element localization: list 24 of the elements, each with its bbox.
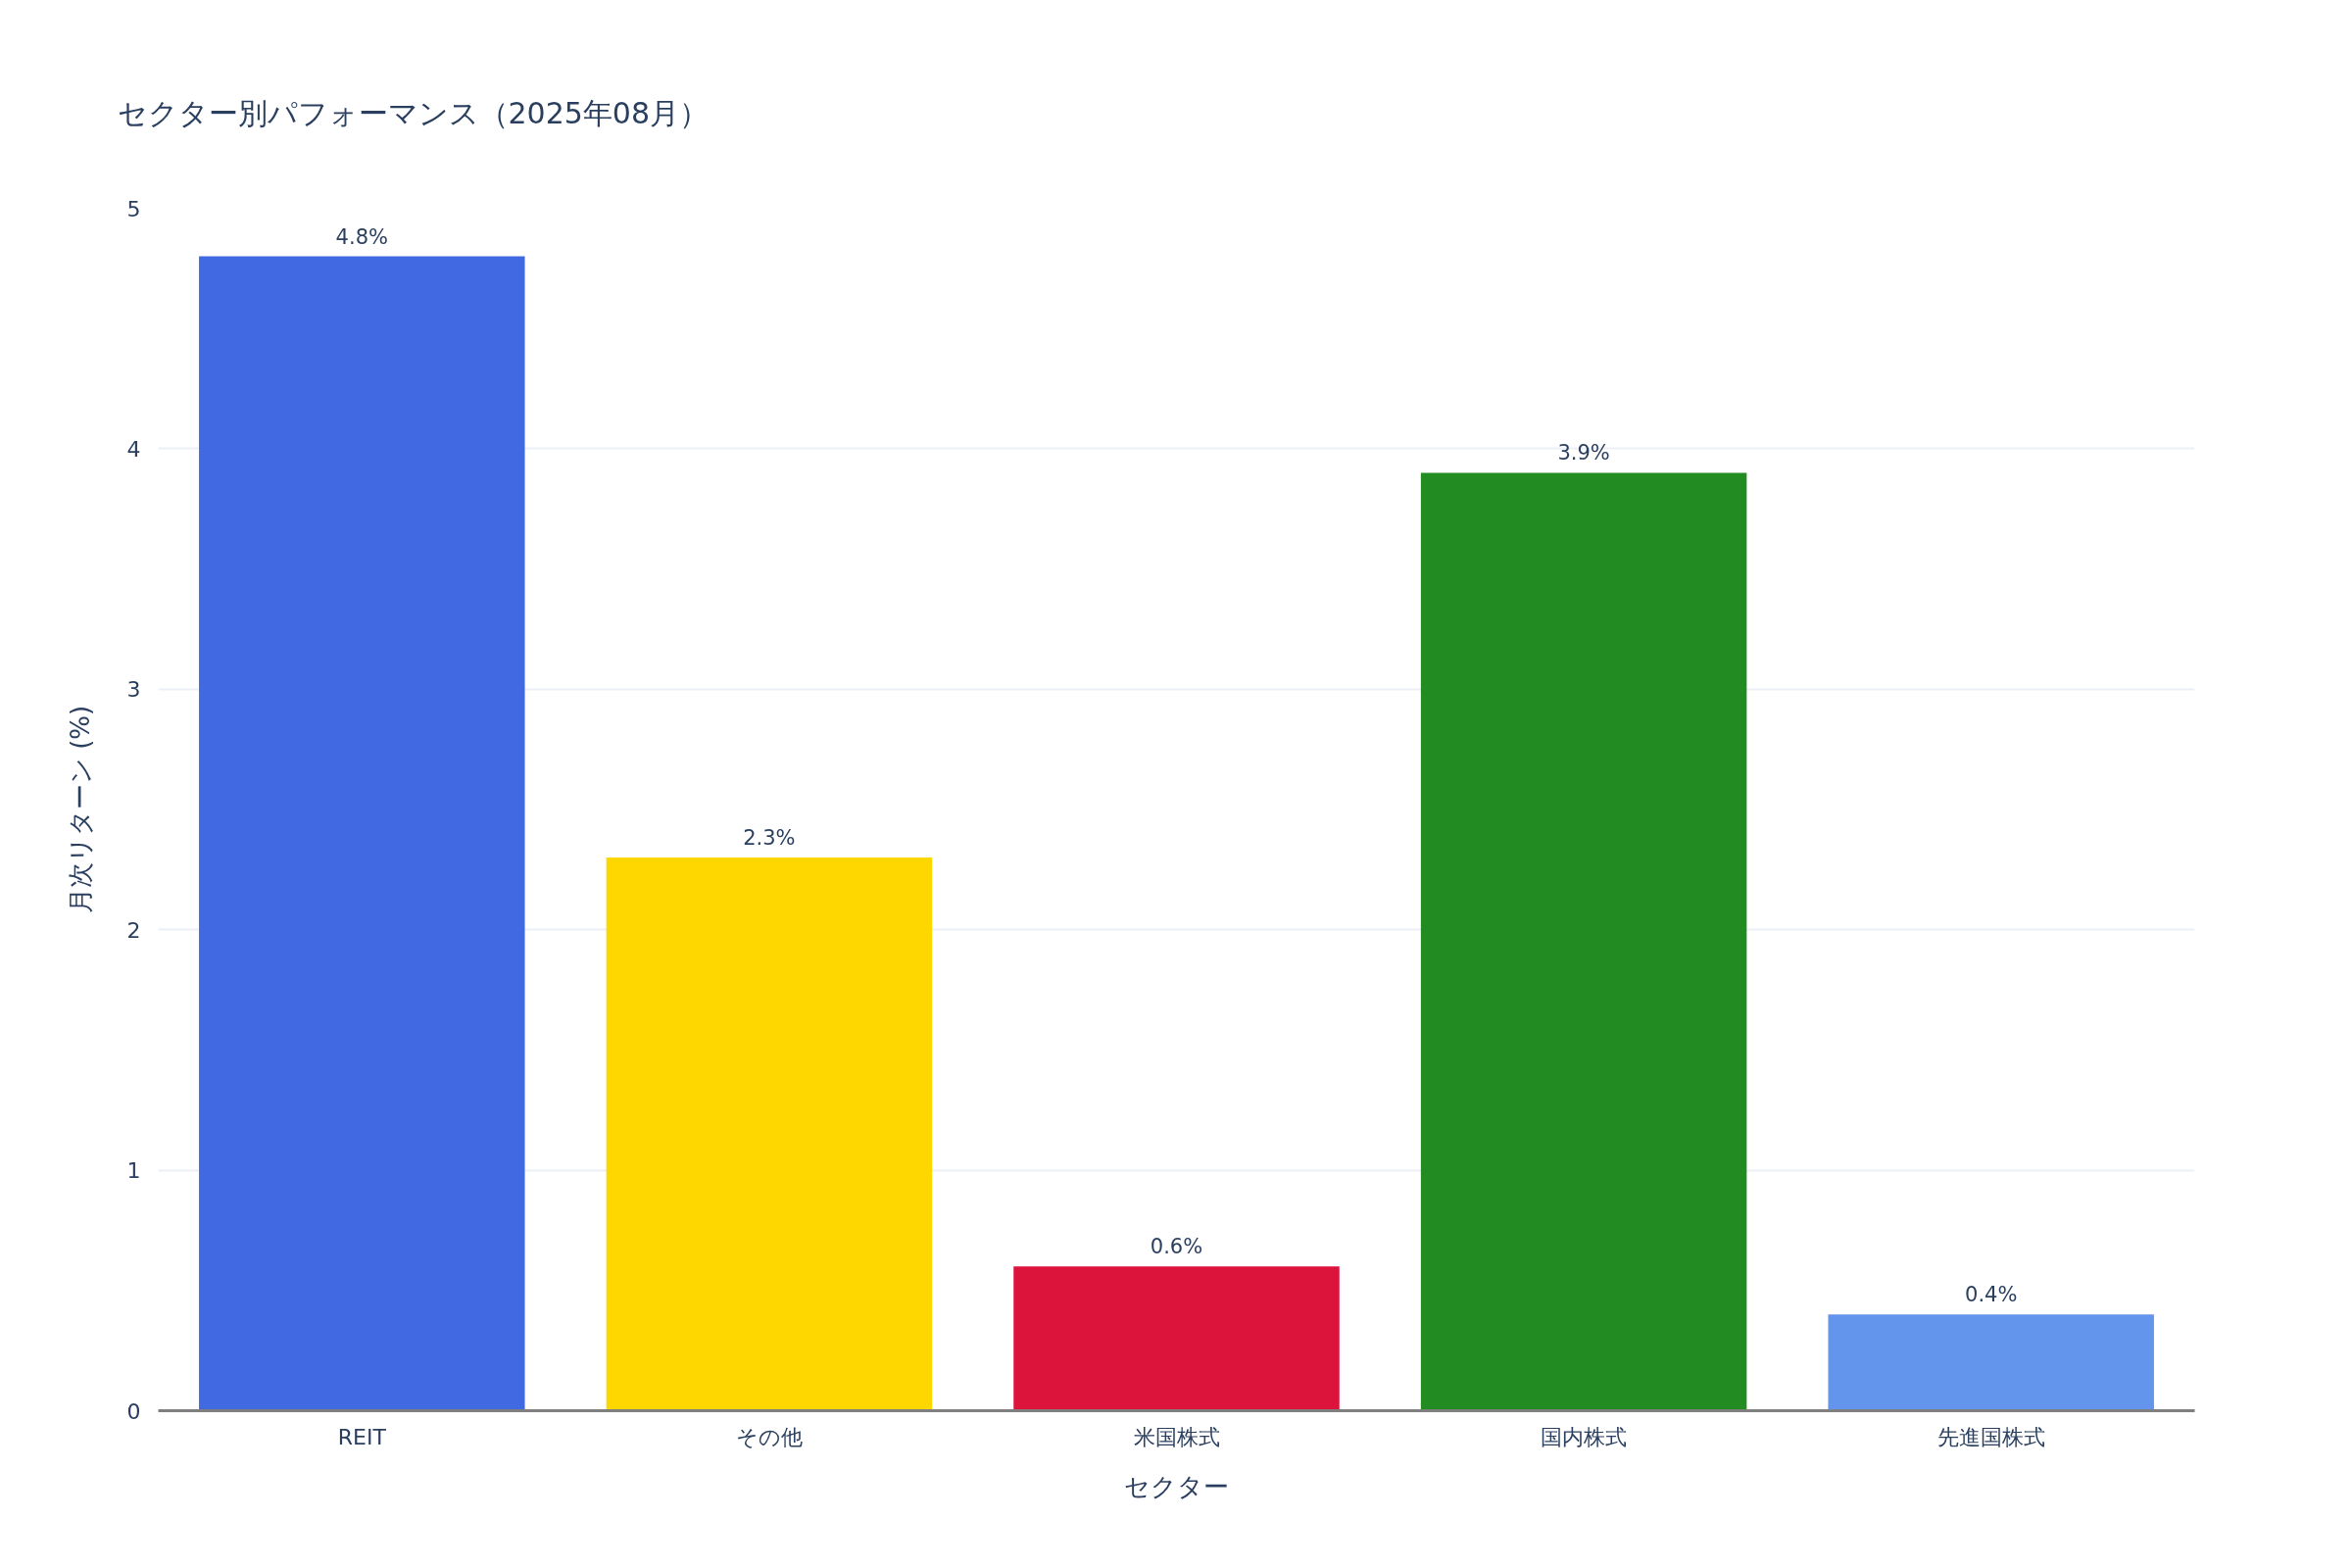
x-tick-label: 先進国株式 (1936, 1424, 2045, 1449)
data-label: 0.6% (1150, 1235, 1203, 1259)
data-label: 0.4% (1965, 1283, 2018, 1307)
x-tick-label: その他 (735, 1424, 803, 1449)
y-tick-label: 3 (126, 677, 141, 703)
y-tick-label: 0 (126, 1398, 141, 1424)
bar (606, 858, 933, 1411)
x-axis-title: セクター (1124, 1471, 1229, 1501)
x-tick-label: 米国株式 (1133, 1424, 1220, 1449)
data-label: 2.3% (743, 826, 796, 851)
y-tick-label: 5 (126, 196, 141, 221)
y-axis-title: 月次リターン (%) (65, 705, 95, 914)
x-tick-label: REIT (337, 1424, 387, 1449)
bar (199, 256, 525, 1411)
y-tick-label: 4 (126, 436, 141, 462)
bar (1828, 1314, 2154, 1411)
bar (1013, 1266, 1340, 1411)
y-tick-label: 2 (126, 917, 141, 943)
bar (1420, 472, 1747, 1411)
x-tick-label: 国内株式 (1541, 1424, 1628, 1449)
chart-title: セクター別パフォーマンス（2025年08月） (117, 95, 710, 130)
data-label: 3.9% (1557, 441, 1610, 466)
data-label: 4.8% (335, 224, 388, 249)
y-tick-label: 1 (126, 1158, 141, 1184)
